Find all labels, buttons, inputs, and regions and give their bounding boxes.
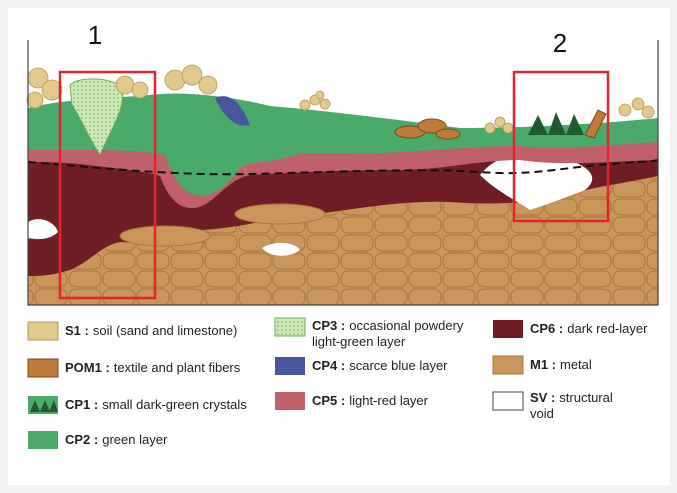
void	[28, 219, 58, 240]
soil-deposits	[26, 64, 655, 134]
legend-label: light-green layer	[312, 334, 406, 349]
frame	[27, 40, 659, 306]
legend-code: CP4 :	[312, 358, 345, 373]
legend-code: S1 :	[65, 323, 89, 338]
swatch	[274, 317, 306, 337]
fibers	[394, 109, 607, 140]
legend-label: occasional powdery	[349, 318, 464, 333]
metal-island	[234, 203, 326, 225]
legend-code: CP6 :	[530, 321, 563, 336]
swatch	[493, 320, 523, 338]
legend-entry: CP5 : light-red layer	[312, 393, 429, 408]
legend-code: SV :	[530, 390, 555, 405]
legend-code: M1 :	[530, 357, 556, 372]
metal-island	[119, 225, 211, 247]
legend-entry: M1 : metal	[530, 357, 592, 372]
legend-label: textile and plant fibers	[114, 360, 241, 375]
legend-label: scarce blue layer	[349, 358, 448, 373]
legend-entry: SV : structural void	[530, 390, 613, 421]
legend-label: light-red layer	[349, 393, 428, 408]
cross-section: 1 2	[26, 20, 659, 306]
swatch	[28, 396, 58, 414]
green-layer	[28, 93, 658, 196]
swatch	[27, 358, 59, 378]
region-box	[58, 70, 157, 300]
legend-label: void	[530, 406, 554, 421]
swatch	[275, 392, 305, 410]
legend-code: CP1 :	[65, 397, 98, 412]
swatch	[275, 357, 305, 375]
swatch	[492, 391, 524, 411]
region-number: 1	[88, 20, 102, 50]
blue-layer	[215, 96, 250, 126]
legend-entry: CP4 : scarce blue layer	[312, 358, 448, 373]
powdery-layer	[69, 78, 124, 157]
legend-label: metal	[560, 357, 592, 372]
legend-label: dark red-layer	[567, 321, 648, 336]
legend-entry: CP2 : green layer	[65, 432, 168, 447]
void	[480, 151, 593, 210]
legend-label: structural	[559, 390, 613, 405]
swatch	[492, 355, 524, 375]
region-box	[512, 70, 610, 223]
swatch	[27, 321, 59, 341]
legend-entry: CP6 : dark red-layer	[530, 321, 648, 336]
legend: S1 : soil (sand and limestone) POM1 : texti…	[27, 317, 648, 449]
legend-code: CP2 :	[65, 432, 98, 447]
legend-entry: CP3 : occasional powdery light-green layer	[312, 318, 464, 349]
swatch	[28, 431, 58, 449]
legend-entry: S1 : soil (sand and limestone)	[65, 323, 237, 338]
legend-code: POM1 :	[65, 360, 110, 375]
legend-entry: CP1 : small dark-green crystals	[65, 397, 247, 412]
crystals	[528, 112, 584, 135]
void	[262, 242, 300, 256]
legend-label: green layer	[102, 432, 168, 447]
legend-code: CP3 :	[312, 318, 345, 333]
dashed-line	[27, 159, 659, 176]
legend-label: soil (sand and limestone)	[93, 323, 238, 338]
legend-code: CP5 :	[312, 393, 345, 408]
legend-entry: POM1 : textile and plant fibers	[65, 360, 241, 375]
region-number: 2	[553, 28, 567, 58]
legend-label: small dark-green crystals	[102, 397, 247, 412]
